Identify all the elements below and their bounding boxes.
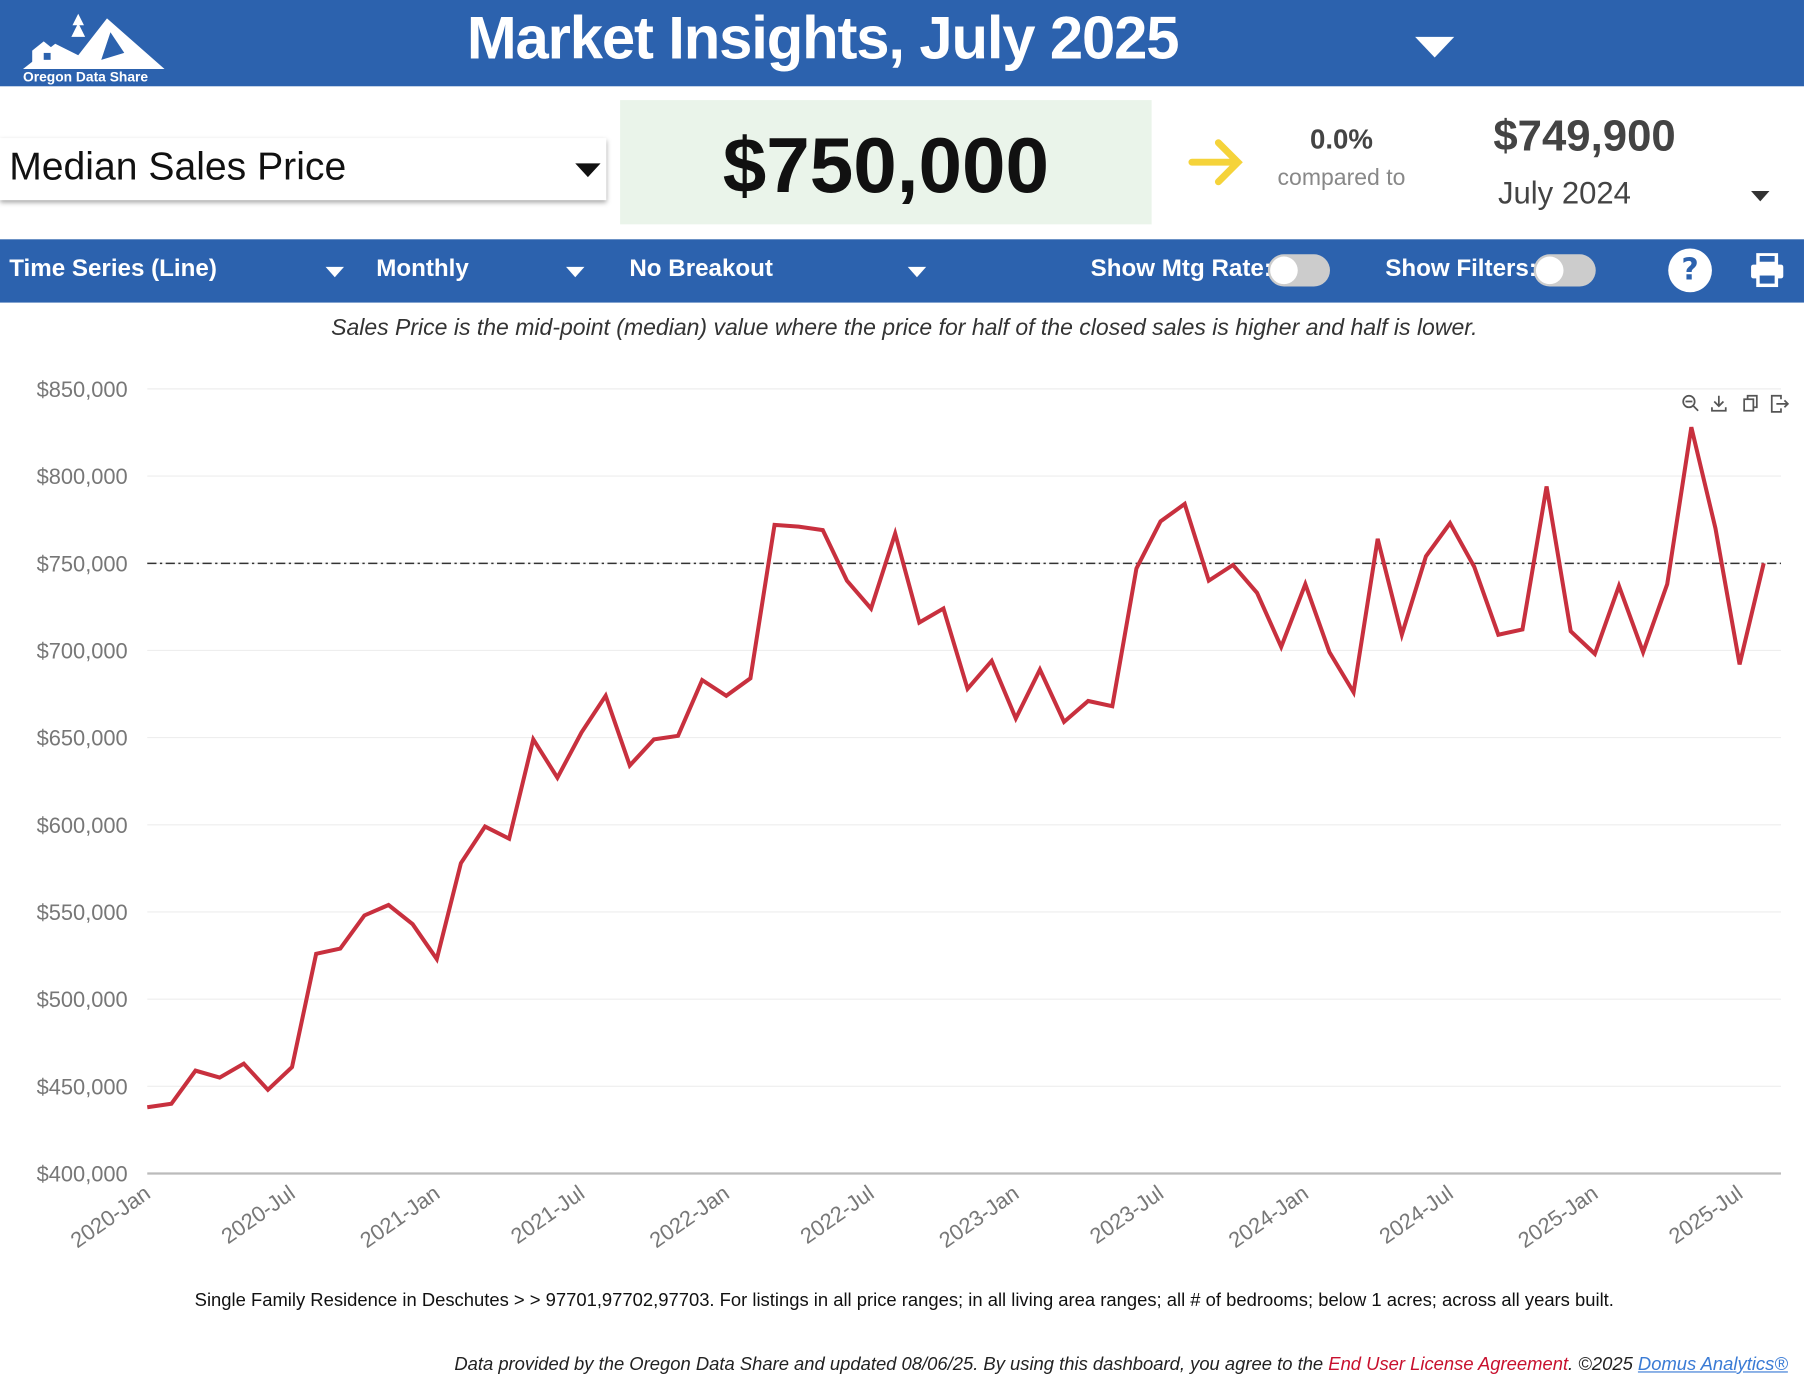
metric-select[interactable]: Median Sales Price xyxy=(0,138,607,201)
y-tick-label: $400,000 xyxy=(37,1162,128,1187)
current-value-card: $750,000 xyxy=(620,100,1152,225)
y-tick-label: $600,000 xyxy=(37,813,128,838)
metric-description: Sales Price is the mid-point (median) va… xyxy=(331,315,1478,341)
x-tick-label: 2024-Jul xyxy=(1375,1180,1458,1249)
copy-icon[interactable] xyxy=(1743,394,1758,412)
x-tick-label: 2022-Jan xyxy=(645,1180,734,1253)
footer-text: Data provided by the Oregon Data Share a… xyxy=(454,1355,1329,1375)
eula-link[interactable]: End User License Agreement xyxy=(1328,1355,1569,1375)
x-tick-label: 2021-Jan xyxy=(355,1180,444,1253)
mtg-rate-toggle[interactable] xyxy=(1267,254,1330,287)
domus-analytics-link[interactable]: Domus Analytics® xyxy=(1637,1355,1788,1375)
arrow-right-icon xyxy=(1188,139,1243,186)
chevron-down-icon xyxy=(575,163,601,178)
y-tick-label: $450,000 xyxy=(37,1074,128,1099)
current-value: $750,000 xyxy=(722,121,1050,210)
footer: Data provided by the Oregon Data Share a… xyxy=(454,1355,1788,1376)
metric-select-value: Median Sales Price xyxy=(9,144,347,189)
x-tick-label: 2022-Jul xyxy=(796,1180,879,1249)
y-tick-label: $750,000 xyxy=(37,551,128,576)
filter-caption: Single Family Residence in Deschutes > >… xyxy=(194,1290,1614,1311)
y-tick-label: $700,000 xyxy=(37,638,128,663)
compare-period-chevron-icon[interactable] xyxy=(1751,190,1770,202)
filters-toggle[interactable] xyxy=(1533,254,1596,287)
x-tick-label: 2020-Jul xyxy=(217,1180,300,1249)
y-tick-label: $650,000 xyxy=(37,726,128,751)
logo-text: Oregon Data Share xyxy=(23,69,149,86)
chevron-down-icon xyxy=(566,266,585,278)
price-series-line xyxy=(146,426,1766,1110)
x-tick-label: 2023-Jan xyxy=(934,1180,1023,1253)
chart-type-select[interactable]: Time Series (Line) xyxy=(9,255,217,282)
x-tick-label: 2023-Jul xyxy=(1085,1180,1168,1249)
x-tick-label: 2025-Jul xyxy=(1664,1180,1747,1249)
y-tick-label: $800,000 xyxy=(37,464,128,489)
y-tick-label: $850,000 xyxy=(37,377,128,402)
compare-value: $749,900 xyxy=(1493,112,1676,162)
compare-period-select[interactable]: July 2024 xyxy=(1497,176,1631,211)
header-bar: Oregon Data Share Market Insights, July … xyxy=(0,0,1804,87)
compared-to-label: compared to xyxy=(1277,165,1406,191)
title-dropdown-icon[interactable] xyxy=(1415,36,1455,58)
chevron-down-icon xyxy=(907,266,927,278)
chart-toolbar: Time Series (Line) Monthly No Breakout S… xyxy=(0,239,1804,303)
y-tick-label: $550,000 xyxy=(37,900,128,925)
copyright-text: . ©2025 xyxy=(1568,1355,1638,1375)
change-percent: 0.0% xyxy=(1310,124,1373,156)
page-title: Market Insights, July 2025 xyxy=(466,5,1180,73)
export-icon[interactable] xyxy=(1770,394,1790,413)
zoom-out-icon[interactable] xyxy=(1682,394,1699,412)
price-line-chart: $850,000 $800,000 $750,000 $700,000 $650,000… xyxy=(37,377,1781,1253)
filters-label: Show Filters: xyxy=(1385,255,1537,282)
x-tick-label: 2025-Jan xyxy=(1513,1180,1602,1253)
y-tick-label: $500,000 xyxy=(37,987,128,1012)
x-tick-label: 2020-Jan xyxy=(66,1180,155,1253)
download-icon[interactable] xyxy=(1711,395,1727,412)
x-tick-label: 2024-Jan xyxy=(1224,1180,1313,1253)
interval-select[interactable]: Monthly xyxy=(376,255,469,282)
breakout-select[interactable]: No Breakout xyxy=(629,255,773,282)
oregon-data-share-logo xyxy=(23,13,165,70)
help-button[interactable]: ? xyxy=(1668,248,1712,293)
mtg-rate-label: Show Mtg Rate: xyxy=(1090,255,1272,282)
x-tick-label: 2021-Jul xyxy=(506,1180,589,1249)
print-icon[interactable] xyxy=(1749,253,1786,288)
chevron-down-icon xyxy=(325,266,344,278)
